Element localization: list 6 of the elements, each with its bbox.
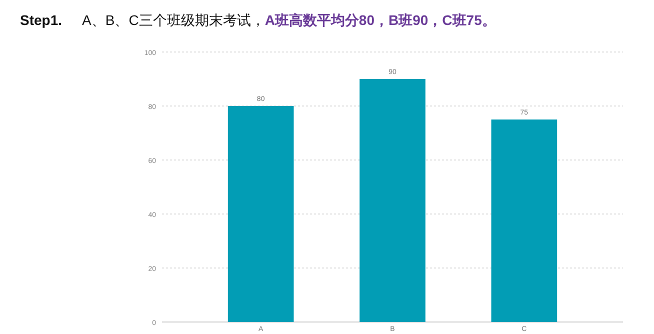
bar (360, 79, 426, 322)
chart-subtitle: A、B、C三个班级期末考试， (82, 12, 265, 28)
bar (491, 120, 558, 322)
bar (228, 106, 294, 322)
text: Step1. (20, 12, 62, 28)
text: A班高数平均分80，B班90，C班75。 (264, 12, 496, 28)
